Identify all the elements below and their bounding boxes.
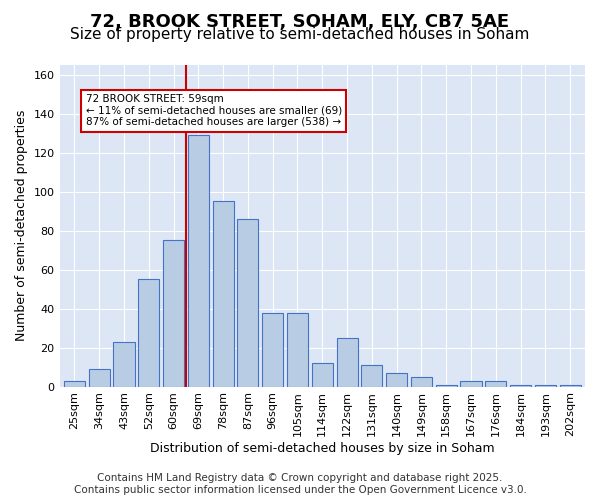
Bar bbox=[89, 369, 110, 386]
Y-axis label: Number of semi-detached properties: Number of semi-detached properties bbox=[15, 110, 28, 342]
Bar bbox=[312, 363, 333, 386]
Bar bbox=[560, 384, 581, 386]
Bar bbox=[188, 135, 209, 386]
Bar bbox=[535, 384, 556, 386]
Bar bbox=[386, 373, 407, 386]
Bar bbox=[64, 380, 85, 386]
Text: 72 BROOK STREET: 59sqm
← 11% of semi-detached houses are smaller (69)
87% of sem: 72 BROOK STREET: 59sqm ← 11% of semi-det… bbox=[86, 94, 342, 128]
Bar bbox=[361, 365, 382, 386]
Bar bbox=[287, 312, 308, 386]
Bar bbox=[262, 312, 283, 386]
Text: 72, BROOK STREET, SOHAM, ELY, CB7 5AE: 72, BROOK STREET, SOHAM, ELY, CB7 5AE bbox=[91, 12, 509, 30]
X-axis label: Distribution of semi-detached houses by size in Soham: Distribution of semi-detached houses by … bbox=[150, 442, 494, 455]
Bar bbox=[113, 342, 134, 386]
Text: Size of property relative to semi-detached houses in Soham: Size of property relative to semi-detach… bbox=[70, 28, 530, 42]
Bar bbox=[485, 380, 506, 386]
Bar bbox=[212, 202, 233, 386]
Bar bbox=[163, 240, 184, 386]
Bar bbox=[436, 384, 457, 386]
Bar bbox=[238, 219, 259, 386]
Bar bbox=[138, 280, 160, 386]
Text: Contains HM Land Registry data © Crown copyright and database right 2025.
Contai: Contains HM Land Registry data © Crown c… bbox=[74, 474, 526, 495]
Bar bbox=[337, 338, 358, 386]
Bar bbox=[411, 377, 432, 386]
Bar bbox=[460, 380, 482, 386]
Bar bbox=[510, 384, 531, 386]
